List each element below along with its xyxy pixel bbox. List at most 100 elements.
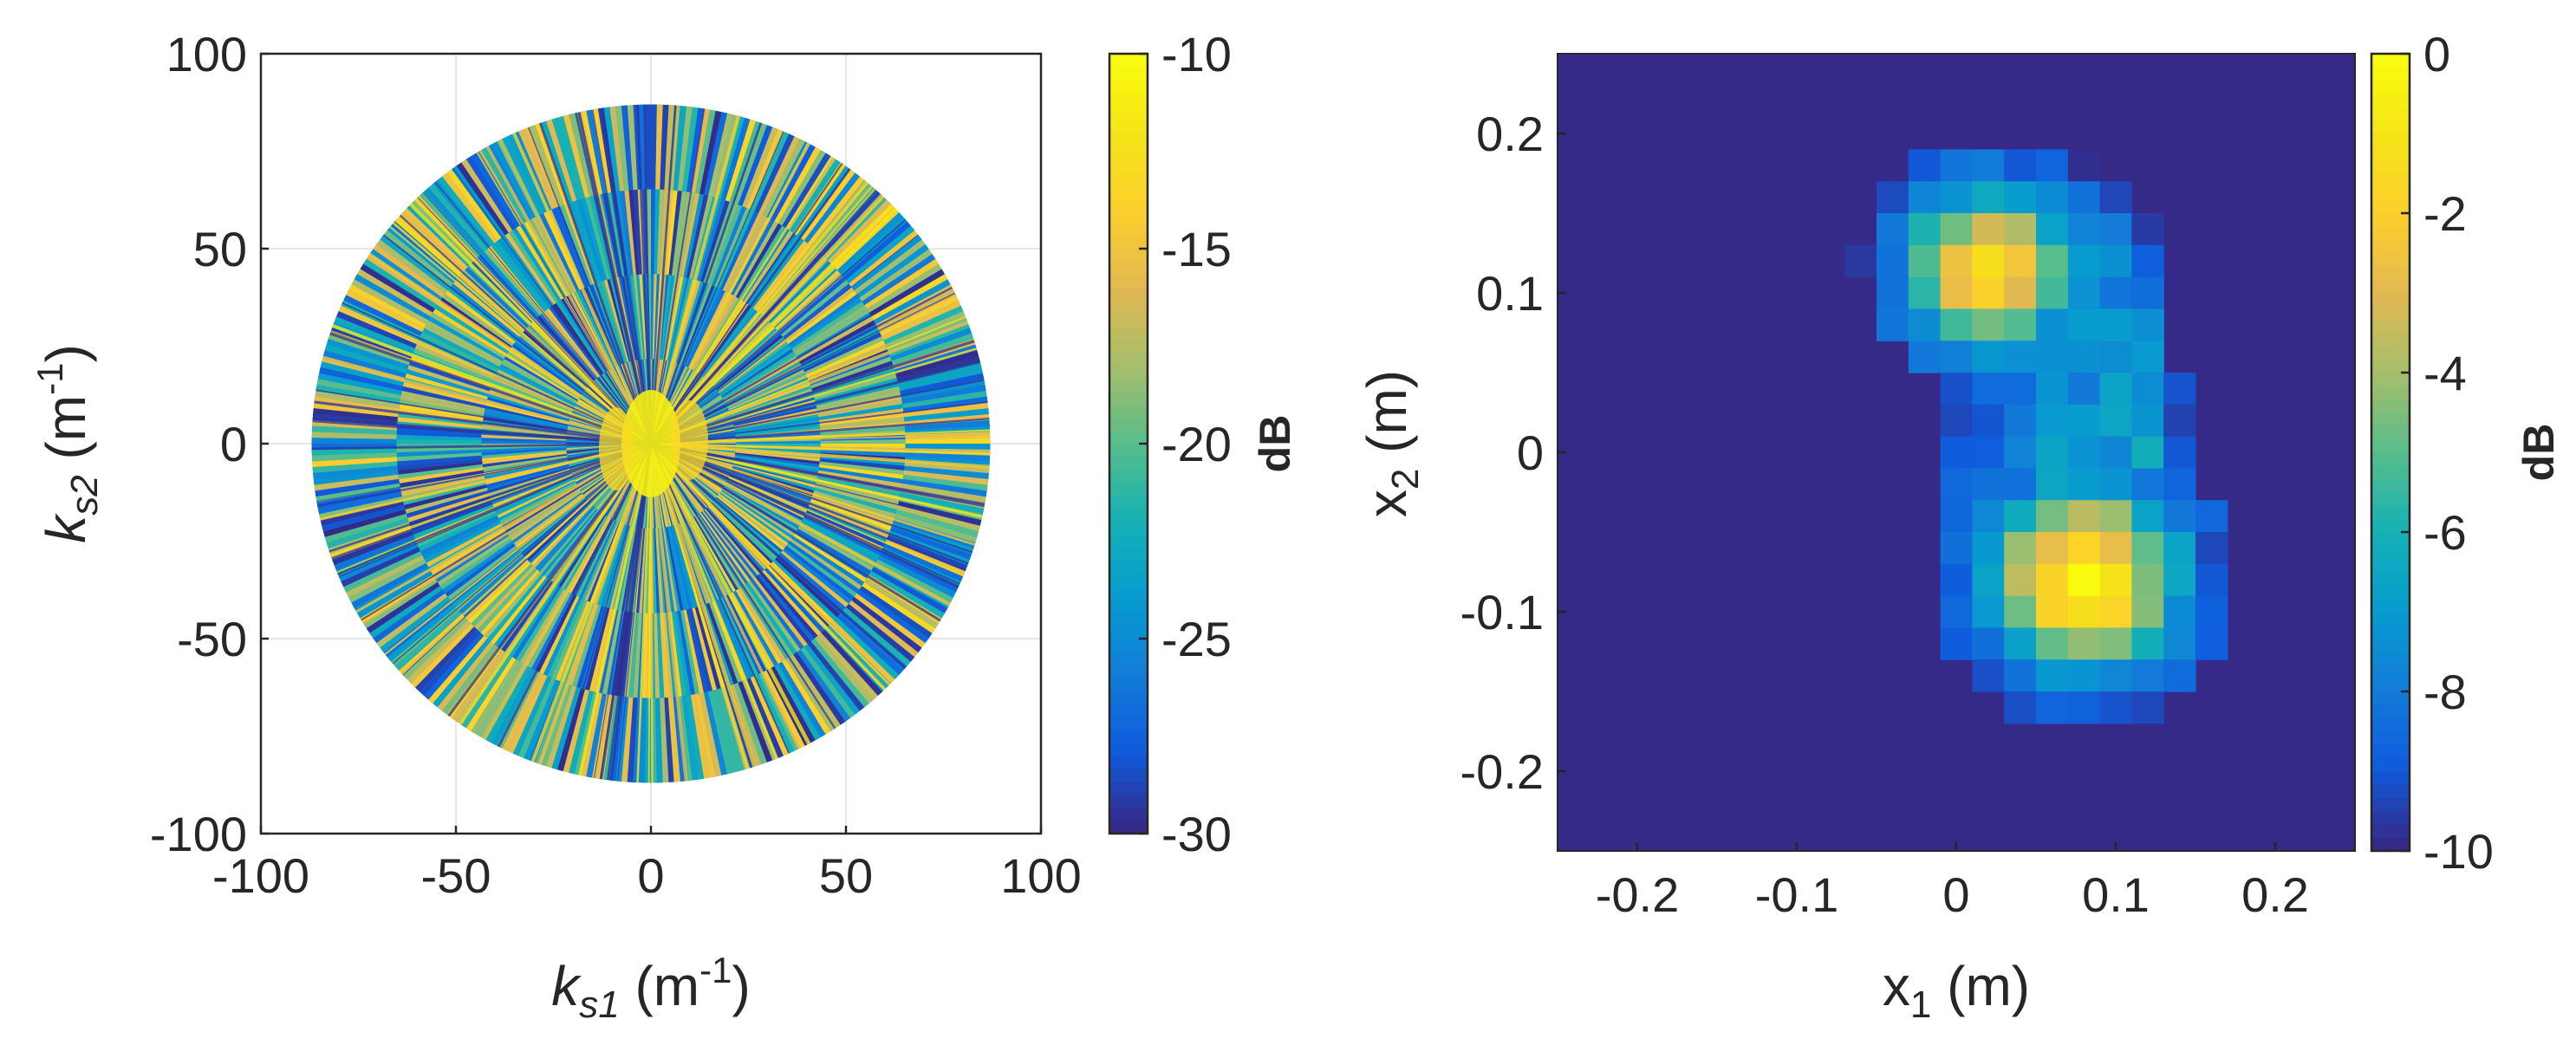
spectrum-wedge [311, 452, 397, 462]
spectrum-wedge [341, 547, 420, 587]
spectrum-wedge [481, 146, 528, 224]
spectrum-dark-streak [650, 162, 843, 445]
image-pixel [2036, 244, 2069, 278]
left-colorbar-segment [1109, 769, 1148, 782]
spectrum-wedge [569, 690, 594, 775]
spectrum-wedge [504, 485, 579, 531]
right-x-tick-label: -0.1 [1755, 867, 1839, 922]
spectrum-wedge [666, 276, 684, 360]
right-colorbar-segment [2371, 492, 2410, 507]
right-colorbar-segment [2371, 744, 2410, 759]
image-pixel [1877, 308, 1909, 341]
spectrum-wedge [313, 408, 398, 422]
spectrum-wedge [725, 119, 756, 202]
spectrum-streak [485, 146, 653, 445]
spectrum-dark-streak [452, 167, 652, 445]
spectrum-wedge [492, 380, 573, 413]
image-pixel [2067, 595, 2101, 628]
spectrum-wedge [491, 668, 536, 746]
spectrum-streak [498, 140, 652, 445]
image-pixel [2036, 563, 2069, 597]
spectrum-wedge [527, 592, 572, 669]
spectrum-wedge [887, 535, 968, 571]
spectrum-wedge [755, 243, 811, 312]
spectrum-wedge [518, 678, 556, 758]
spectrum-wedge [471, 260, 533, 324]
spectrum-wedge [396, 449, 482, 458]
right-x-tick-label: 0 [1942, 867, 1969, 922]
image-pixel [2099, 532, 2132, 565]
spectrum-wedge [681, 285, 715, 366]
spectrum-wedge [660, 275, 675, 360]
spectrum-wedge [482, 425, 567, 437]
spectrum-wedge [569, 517, 612, 594]
image-pixel [2036, 181, 2069, 214]
right-colorbar-segment [2371, 678, 2410, 692]
spectrum-streak [649, 115, 741, 445]
spectrum-wedge [682, 286, 718, 366]
spectrum-wedge [502, 672, 543, 751]
spectrum-wedge [695, 693, 716, 778]
spectrum-wedge [502, 136, 543, 216]
spectrum-wedge [481, 434, 567, 441]
left-x-axis-label: ks1 (m-1) [551, 950, 751, 1026]
spectrum-wedge [719, 341, 789, 394]
spectrum-wedge [693, 296, 738, 372]
spectrum-wedge [476, 661, 524, 737]
image-pixel [2067, 373, 2101, 406]
spectrum-wedge [807, 176, 865, 246]
spectrum-wedge [477, 254, 537, 320]
spectrum-wedge [770, 665, 816, 743]
spectrum-wedge [587, 522, 621, 602]
spectrum-wedge [357, 570, 433, 619]
spectrum-wedge [862, 254, 936, 306]
spectrum-wedge [735, 440, 821, 444]
spectrum-wedge [686, 695, 705, 780]
spectrum-wedge [607, 279, 631, 362]
spectrum-wedge [781, 550, 849, 607]
spectrum-wedge [496, 477, 575, 516]
left-colorbar-segment [1109, 587, 1148, 600]
spectrum-wedge [394, 217, 462, 277]
spectrum-wedge [474, 565, 536, 630]
spectrum-wedge [795, 308, 869, 357]
spectrum-dark-streak [342, 302, 652, 445]
left-colorbar-segment [1109, 431, 1148, 445]
spectrum-wedge [714, 600, 751, 680]
spectrum-wedge [754, 674, 795, 754]
image-pixel [2099, 468, 2132, 501]
left-colorbar-segment [1109, 210, 1148, 224]
spectrum-wedge [692, 295, 736, 371]
spectrum-wedge [664, 105, 675, 191]
spectrum-wedge [420, 629, 481, 696]
image-pixels [1844, 149, 2228, 724]
spectrum-wedge [428, 635, 488, 704]
spectrum-wedge [497, 479, 575, 518]
spectrum-wedge [313, 402, 399, 418]
left-colorbar-segment [1109, 132, 1148, 146]
spectrum-wedge [604, 279, 629, 362]
image-pixel [2131, 341, 2164, 373]
spectrum-wedge [492, 474, 573, 508]
spectrum-wedge [576, 606, 604, 689]
spectrum-wedge [533, 504, 594, 568]
spectrum-wedge [774, 664, 821, 741]
spectrum-wedge [459, 555, 525, 614]
spectrum-wedge [703, 604, 734, 686]
spectrum-wedge [501, 361, 577, 405]
spectrum-wedge [660, 104, 669, 190]
image-pixel [2067, 691, 2101, 724]
spectrum-wedge [428, 316, 504, 362]
spectrum-wedge [639, 698, 647, 783]
spectrum-wedge [553, 302, 604, 374]
spectrum-wedge [451, 649, 505, 722]
spectrum-wedge [748, 581, 801, 652]
spectrum-wedge [542, 509, 598, 576]
spectrum-wedge [727, 372, 806, 410]
spectrum-wedge [424, 520, 502, 563]
image-pixel [1877, 276, 1909, 309]
spectrum-wedge [891, 333, 974, 366]
spectrum-dark-streak [528, 127, 652, 445]
spectrum-wedge [820, 444, 906, 449]
spectrum-wedge [589, 284, 622, 365]
